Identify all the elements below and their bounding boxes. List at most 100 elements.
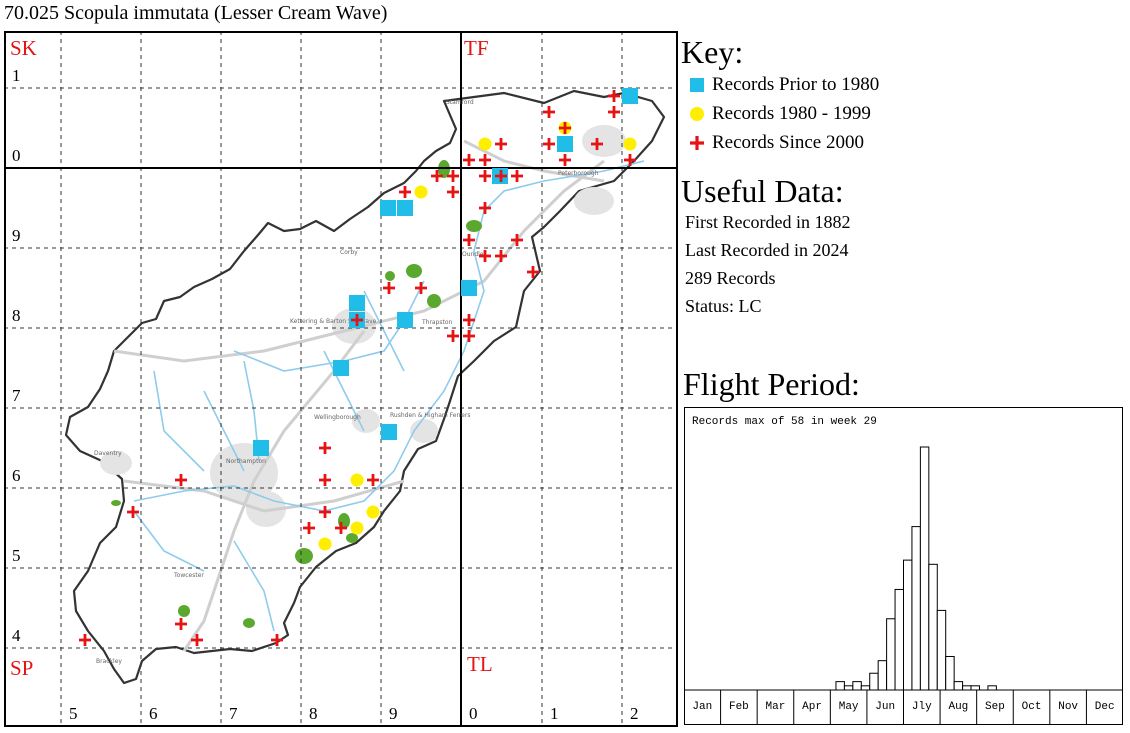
chart-caption: Records max of 58 in week 29 <box>692 416 877 428</box>
northing-label: 9 <box>12 226 21 245</box>
record-prior-1980 <box>349 295 365 311</box>
place-name: Wellingborough <box>314 414 361 421</box>
key-title: Key: <box>681 34 744 70</box>
record-since-2000 <box>79 634 91 646</box>
grid-minor <box>4 31 678 727</box>
record-1980-1999 <box>366 505 380 519</box>
month-tick-label: May <box>839 701 859 713</box>
histogram-bar <box>911 526 921 691</box>
record-since-2000 <box>624 154 636 166</box>
histogram-bar <box>970 685 980 691</box>
record-since-2000 <box>127 506 139 518</box>
record-since-2000 <box>463 314 475 326</box>
record-since-2000 <box>479 154 491 166</box>
record-since-2000 <box>319 442 331 454</box>
record-since-2000 <box>319 506 331 518</box>
histogram-bar <box>936 609 947 691</box>
record-since-2000 <box>303 522 315 534</box>
record-since-2000 <box>463 330 475 342</box>
month-tick-label: Mar <box>766 701 786 713</box>
record-since-2000 <box>559 122 571 134</box>
record-1980-1999 <box>623 137 637 151</box>
record-since-2000 <box>495 138 507 150</box>
histogram-bar <box>903 559 913 691</box>
place-name: Stamford <box>446 99 474 106</box>
record-1980-1999 <box>350 521 364 535</box>
northing-label: 6 <box>12 466 21 485</box>
northing-label: 4 <box>12 626 21 645</box>
histogram-bar <box>869 672 879 691</box>
place-name: Corby <box>340 249 358 256</box>
record-since-2000 <box>543 106 555 118</box>
record-since-2000 <box>479 170 491 182</box>
northing-label: 5 <box>12 546 21 565</box>
place-name: Peterborough <box>558 170 599 177</box>
place-name: Brackley <box>96 658 122 665</box>
histogram-bar <box>877 660 888 691</box>
record-since-2000 <box>447 330 459 342</box>
record-since-2000 <box>608 90 620 102</box>
histogram-bar <box>987 685 997 691</box>
record-count: 289 Records <box>685 268 776 288</box>
easting-label: 1 <box>550 704 559 723</box>
easting-label: 7 <box>229 704 238 723</box>
record-since-2000 <box>415 282 427 294</box>
histogram-bar <box>919 446 930 691</box>
record-since-2000 <box>495 170 507 182</box>
flight-period-chart: Records max of 58 in week 29 Jan Feb Mar Ap… <box>684 407 1124 725</box>
record-prior-1980 <box>333 360 349 376</box>
easting-label: 6 <box>149 704 158 723</box>
record-since-2000 <box>479 202 491 214</box>
key-item-label: Records Prior to 1980 <box>712 74 880 95</box>
record-since-2000 <box>447 170 459 182</box>
record-since-2000 <box>383 282 395 294</box>
key-item-since-2000: Records Since 2000 <box>686 131 864 155</box>
record-since-2000 <box>175 618 187 630</box>
record-since-2000 <box>608 106 620 118</box>
flight-period-title: Flight Period: <box>683 366 860 402</box>
record-since-2000 <box>175 474 187 486</box>
histogram-bar <box>894 588 905 691</box>
key-item-label: Records Since 2000 <box>712 132 864 153</box>
easting-label: 2 <box>630 704 639 723</box>
record-1980-1999 <box>350 473 364 487</box>
grid-major <box>4 31 678 727</box>
distribution-map: SK TF SP TL 1 0 9 8 7 6 5 4 5 6 7 8 9 0 … <box>4 31 678 727</box>
square-label-tl: TL <box>467 652 493 676</box>
record-prior-1980 <box>622 88 638 104</box>
record-since-2000 <box>351 314 363 326</box>
histogram-bar <box>886 618 896 691</box>
place-name: Rushden & Higham Ferrers <box>390 412 470 419</box>
place-name: Kettering & Barton Seagrave <box>290 318 377 325</box>
record-prior-1980 <box>557 136 573 152</box>
record-prior-1980 <box>461 280 477 296</box>
record-since-2000 <box>463 234 475 246</box>
record-prior-1980 <box>397 200 413 216</box>
place-name: Thrapston <box>421 319 453 326</box>
northing-label: 8 <box>12 306 21 325</box>
record-since-2000 <box>511 234 523 246</box>
record-since-2000 <box>495 250 507 262</box>
histogram-bar <box>953 681 964 691</box>
square-label-sk: SK <box>10 36 37 60</box>
place-name: Oundle <box>462 251 484 258</box>
histogram-bar <box>852 681 862 691</box>
record-since-2000 <box>511 170 523 182</box>
month-tick-label: Nov <box>1058 701 1078 713</box>
square-label-tf: TF <box>464 36 489 60</box>
record-since-2000 <box>559 154 571 166</box>
histogram-bar <box>835 681 845 691</box>
month-tick-label: Feb <box>729 701 749 713</box>
northing-label: 1 <box>12 66 21 85</box>
useful-data-title: Useful Data: <box>681 173 844 209</box>
record-since-2000 <box>527 266 539 278</box>
place-name: Northampton <box>226 458 266 465</box>
first-recorded: First Recorded in 1882 <box>685 212 851 232</box>
page-title: 70.025 Scopula immutata (Lesser Cream Wa… <box>4 2 388 24</box>
record-since-2000 <box>399 186 411 198</box>
record-prior-1980 <box>380 200 396 216</box>
record-prior-1980 <box>381 424 397 440</box>
square-label-sp: SP <box>10 656 33 680</box>
northing-label: 0 <box>12 146 21 165</box>
county-area <box>64 89 666 685</box>
